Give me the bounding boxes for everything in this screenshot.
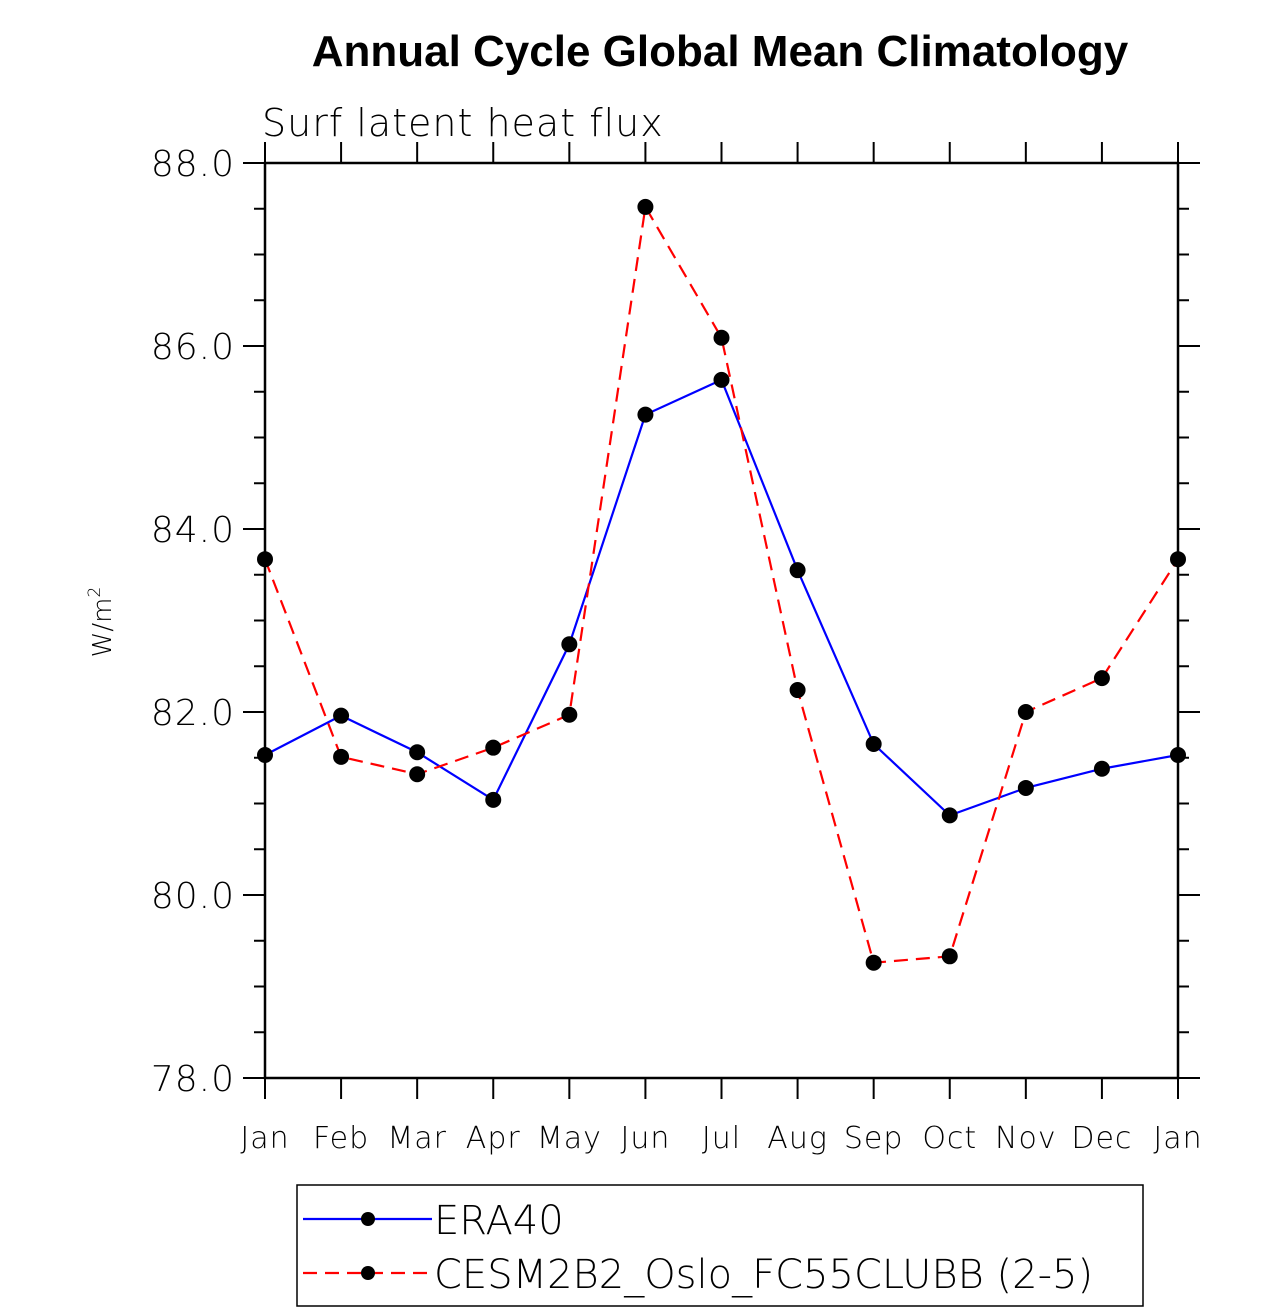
chart-subtitle: Surf latent heat flux <box>262 101 664 145</box>
data-point <box>865 736 882 753</box>
data-point <box>637 406 654 423</box>
x-tick-label: May <box>537 1121 602 1156</box>
data-point <box>1017 779 1034 796</box>
data-point <box>941 948 958 965</box>
series-line <box>263 203 1179 964</box>
data-point <box>941 807 958 824</box>
legend-marker <box>361 1212 375 1226</box>
legend-label: CESM2B2_Oslo_FC55CLUBB (2-5) <box>434 1252 1093 1298</box>
x-tick-label: Mar <box>387 1121 447 1156</box>
y-tick-label: 84.0 <box>151 510 235 551</box>
x-tick-labels: Jan Feb Mar Apr May Jun Jul Aug Sep Oct Nov Dec Jan <box>240 1121 1202 1156</box>
x-tick-label: Apr <box>466 1121 521 1156</box>
series-cesm2b2 <box>257 198 1186 971</box>
data-point <box>409 744 426 761</box>
legend-box <box>296 1184 1144 1307</box>
x-tick-label: Sep <box>844 1121 904 1156</box>
legend-marker <box>361 1266 375 1280</box>
chart-title: Annual Cycle Global Mean Climatology <box>312 27 1129 76</box>
data-point <box>257 747 273 764</box>
legend-item: ERA40 <box>303 1198 564 1244</box>
data-point <box>257 551 273 568</box>
data-point <box>865 954 882 971</box>
y-axis-label-text: W/m <box>88 598 118 658</box>
x-tick-label: Aug <box>767 1121 828 1156</box>
axis-ticks <box>243 142 1200 1099</box>
data-point <box>637 198 654 215</box>
data-point <box>1170 747 1186 764</box>
y-tick-label: 80.0 <box>151 876 235 917</box>
data-point <box>409 766 426 783</box>
data-point <box>561 636 578 653</box>
data-point <box>333 748 350 765</box>
data-point <box>1017 704 1034 720</box>
x-tick-label: Nov <box>995 1121 1057 1156</box>
svg-text:W/m2: W/m2 <box>85 587 118 658</box>
x-tick-label: Jan <box>1153 1121 1202 1156</box>
y-axis-label: W/m2 <box>85 587 118 658</box>
legend-label: ERA40 <box>434 1198 564 1244</box>
x-tick-label: Jan <box>240 1121 289 1156</box>
series-line <box>264 378 1179 817</box>
x-tick-label: Jun <box>620 1121 670 1156</box>
data-point <box>1170 551 1186 568</box>
data-point <box>1093 670 1110 687</box>
y-tick-label: 88.0 <box>151 144 235 185</box>
data-point <box>485 739 502 756</box>
series-era40 <box>257 371 1186 824</box>
legend: ERA40 CESM2B2_Oslo_FC55CLUBB (2-5) <box>296 1184 1144 1307</box>
data-point <box>333 707 350 724</box>
data-point <box>485 791 502 808</box>
data-point <box>1093 760 1110 777</box>
series-layer <box>257 198 1186 971</box>
y-tick-labels: 78.0 80.0 82.0 84.0 86.0 88.0 <box>151 144 235 1100</box>
x-tick-label: Jul <box>702 1121 741 1156</box>
legend-item: CESM2B2_Oslo_FC55CLUBB (2-5) <box>303 1252 1093 1298</box>
y-tick-label: 82.0 <box>151 693 235 734</box>
data-point <box>561 706 578 723</box>
data-point <box>789 562 806 579</box>
data-point <box>789 682 806 699</box>
y-tick-label: 86.0 <box>151 327 235 368</box>
x-tick-label: Dec <box>1071 1121 1132 1156</box>
plot-frame <box>263 161 1180 1080</box>
y-axis-label-superscript: 2 <box>85 587 105 598</box>
x-tick-label: Oct <box>922 1121 977 1156</box>
y-tick-label: 78.0 <box>151 1059 235 1100</box>
data-point <box>713 329 730 346</box>
x-tick-label: Feb <box>313 1121 369 1156</box>
data-point <box>713 371 730 388</box>
